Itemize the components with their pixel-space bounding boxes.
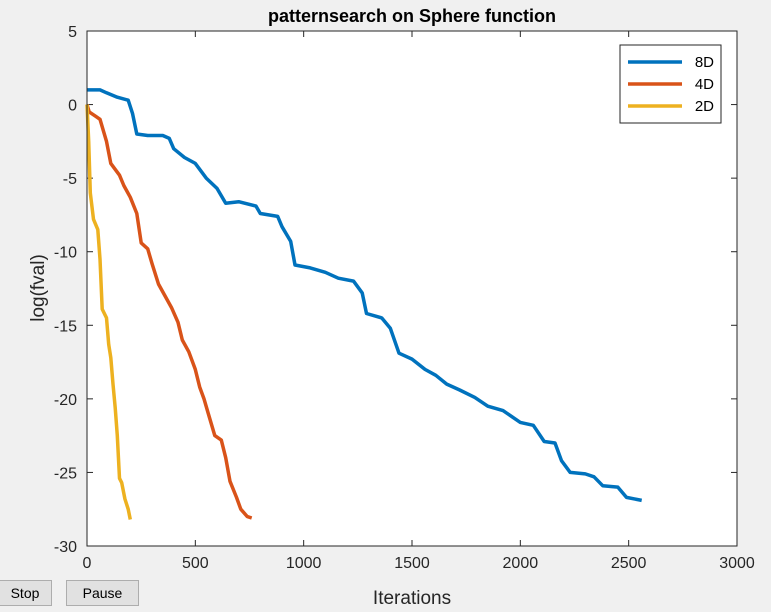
legend-label-4d: 4D <box>695 76 714 93</box>
stop-button[interactable]: Stop <box>0 580 52 606</box>
series-line-4d <box>85 104 253 520</box>
chart-title: patternsearch on Sphere function <box>268 6 556 26</box>
legend-label-8d: 8D <box>695 54 714 71</box>
x-tick-label: 1500 <box>394 555 430 572</box>
axes-box <box>86 30 738 547</box>
legend: 8D 4D 2D <box>619 44 722 124</box>
y-tick-label: 5 <box>68 24 77 41</box>
x-tick-label: 500 <box>182 555 209 572</box>
lines-layer <box>85 88 643 520</box>
y-axis-label: log(fval) <box>28 254 49 322</box>
y-tick-label: -5 <box>63 171 77 188</box>
x-tick-label: 1000 <box>286 555 322 572</box>
legend-label-2d: 2D <box>695 98 714 115</box>
ticks-layer: 0 500 1000 1500 2000 2500 3000 5 0 -5 -10 -15 -20 -25… <box>54 24 755 572</box>
y-tick-label: -20 <box>54 392 77 409</box>
series-line-8d <box>87 88 643 503</box>
series-line-2d <box>85 104 133 520</box>
x-axis-label: Iterations <box>373 588 451 609</box>
y-tick-label: -10 <box>54 245 77 262</box>
y-tick-label: -25 <box>54 465 77 482</box>
x-tick-label: 2000 <box>503 555 539 572</box>
x-tick-label: 3000 <box>719 555 755 572</box>
y-tick-label: -30 <box>54 539 77 556</box>
y-tick-label: 0 <box>68 98 77 115</box>
x-tick-label: 0 <box>83 555 92 572</box>
x-tick-label: 2500 <box>611 555 647 572</box>
pause-button[interactable]: Pause <box>66 580 139 606</box>
y-tick-label: -15 <box>54 318 77 335</box>
